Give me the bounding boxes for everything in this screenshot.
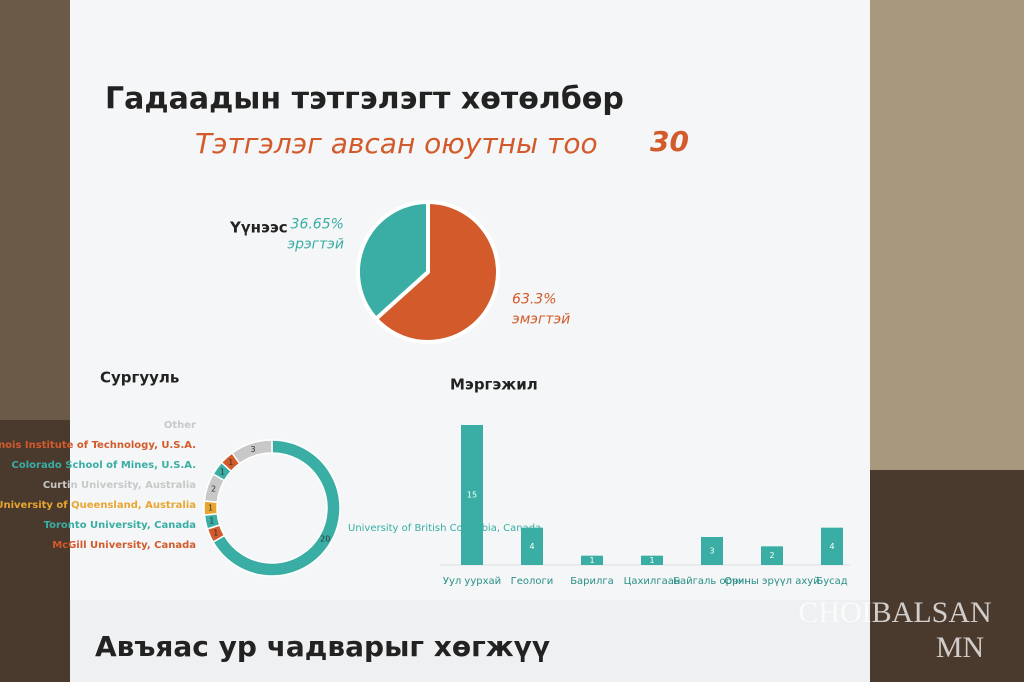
x-tick-label: Барилга <box>570 576 614 587</box>
x-tick-label: Геологи <box>511 576 554 587</box>
segment-value: 2 <box>211 484 216 493</box>
bar <box>701 537 723 565</box>
value-label: 63.3% <box>512 291 556 307</box>
bar <box>641 555 663 565</box>
chart-title: Үүнээс <box>229 219 288 237</box>
bar-value: 15 <box>467 491 477 500</box>
x-tick-label: Орчны эрүүл ахуй <box>724 576 819 587</box>
segment-value: 20 <box>320 534 330 543</box>
category-label: University of Queensland, Australia <box>0 500 196 511</box>
category-label: Other <box>164 420 196 431</box>
bar-value: 3 <box>709 547 714 556</box>
bar <box>581 555 603 565</box>
student-count: 30 <box>650 125 689 158</box>
pie-slice <box>373 199 500 344</box>
x-tick-label: Цахилгаан <box>624 576 681 587</box>
bar <box>821 527 843 565</box>
segment-value: 3 <box>250 445 255 454</box>
bar-value: 1 <box>649 556 654 565</box>
category-label: Illinois Institute of Technology, U.S.A. <box>0 440 196 451</box>
segment-value: 1 <box>220 467 225 476</box>
category-label: University of British Columbia, Canada <box>348 523 541 534</box>
poster-subtitle: Тэтгэлэг авсан оюутны тоо <box>195 127 598 160</box>
wall-panel <box>870 0 1024 470</box>
chart-title: Сургууль <box>100 369 179 387</box>
segment-value: 1 <box>208 504 213 513</box>
bar-value: 1 <box>589 556 594 565</box>
donut-segment <box>230 439 273 465</box>
x-tick-label: Уул уурхай <box>443 576 501 587</box>
poster-lower-panel <box>70 600 870 682</box>
category-label: эмэгтэй <box>512 311 570 327</box>
bar-value: 2 <box>769 551 774 560</box>
segment-value: 1 <box>213 529 218 538</box>
bar <box>761 546 783 565</box>
chart-title: Мэргэжил <box>450 376 538 394</box>
segment-value: 1 <box>228 458 233 467</box>
bar <box>461 425 483 565</box>
bar <box>521 527 543 565</box>
watermark: CHOIBALSAN <box>798 596 991 629</box>
poster-title: Гадаадын тэтгэлэгт хөтөлбөр <box>105 82 624 117</box>
x-tick-label: Байгаль орчин <box>673 576 751 587</box>
watermark: MN <box>936 631 984 664</box>
category-label: Colorado School of Mines, U.S.A. <box>12 460 196 471</box>
value-label: 36.65% <box>291 217 344 233</box>
poster <box>70 0 870 682</box>
segment-value: 1 <box>209 516 214 525</box>
category-label: Toronto University, Canada <box>44 520 196 531</box>
category-label: эрэгтэй <box>287 237 344 253</box>
category-label: Curtin University, Australia <box>43 480 196 491</box>
bar-value: 4 <box>829 542 834 551</box>
bar-value: 4 <box>529 542 534 551</box>
poster-footer: Авъяас ур чадварыг хөгжүү <box>95 630 550 663</box>
category-label: McGill University, Canada <box>52 540 196 551</box>
x-tick-label: Бусад <box>816 576 847 587</box>
pie-slice <box>356 199 430 322</box>
